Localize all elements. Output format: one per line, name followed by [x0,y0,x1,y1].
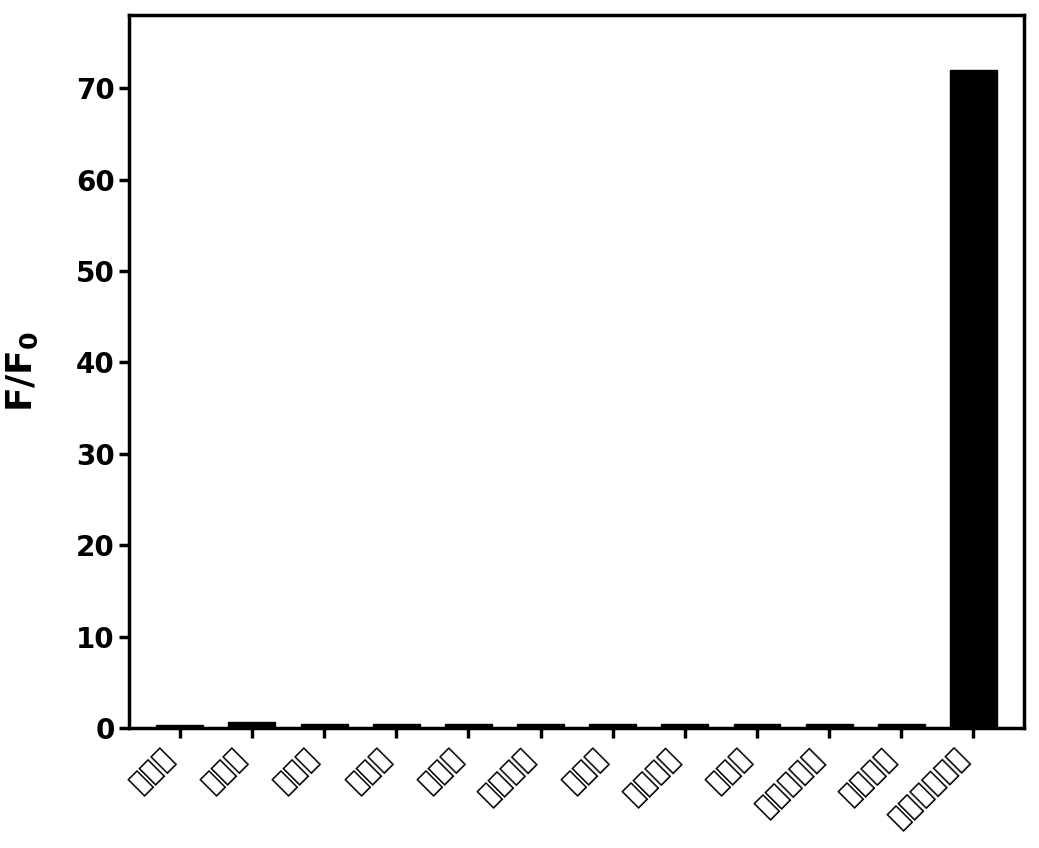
Bar [734,724,780,728]
Bar [445,724,491,728]
Bar [662,723,709,728]
Bar [878,724,925,728]
Bar [229,722,275,728]
Bar [300,724,348,728]
Text: $\mathbf{F/F_0}$: $\mathbf{F/F_0}$ [4,331,39,412]
Bar [517,724,564,728]
Bar [589,724,636,728]
Bar [156,725,204,728]
Bar [373,724,420,728]
Bar [950,70,997,728]
Bar [805,724,853,728]
